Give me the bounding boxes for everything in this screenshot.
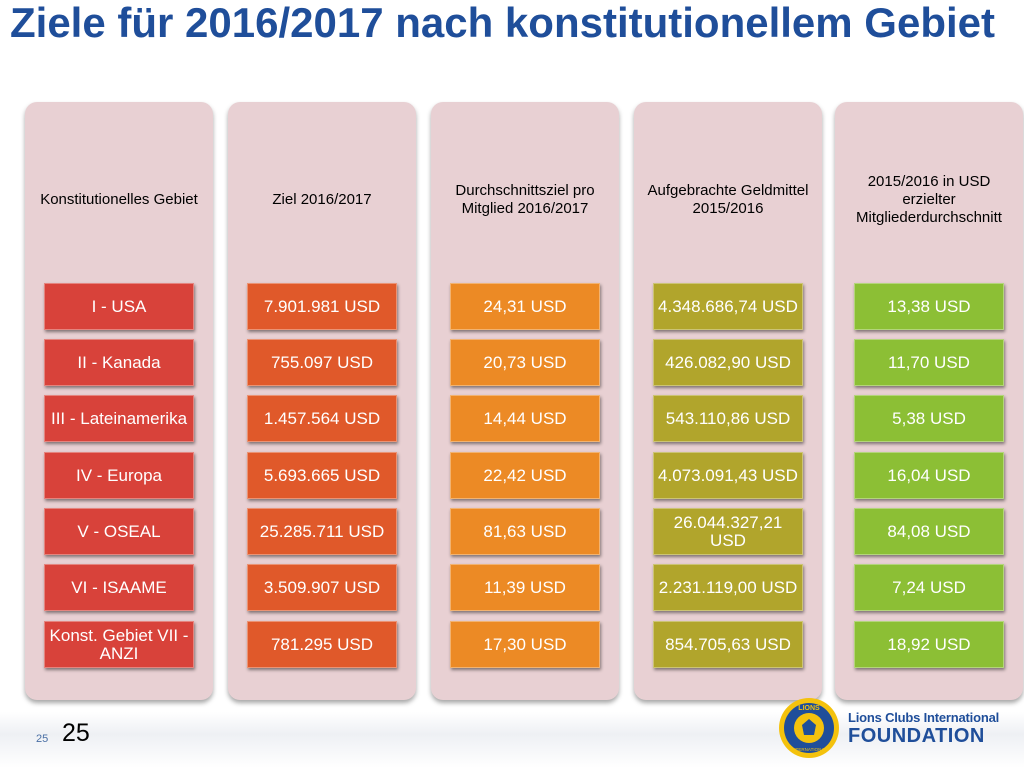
- column-raised: Aufgebrachte Geldmittel 2015/2016 4.348.…: [634, 102, 822, 700]
- member-average-cell: 18,92 USD: [854, 621, 1004, 668]
- column-header: 2015/2016 in USD erzielter Mitgliederdur…: [856, 172, 1002, 226]
- brand-line-2: FOUNDATION: [848, 725, 985, 747]
- region-cell: II - Kanada: [44, 339, 194, 386]
- region-cell: V - OSEAL: [44, 508, 194, 555]
- lions-logo-icon: LIONS INTERNATIONAL: [779, 698, 839, 758]
- raised-cell: 426.082,90 USD: [653, 339, 803, 386]
- member-average-cell: 11,70 USD: [854, 339, 1004, 386]
- goal-cell: 7.901.981 USD: [247, 283, 397, 330]
- avg-goal-cell: 14,44 USD: [450, 395, 600, 442]
- raised-cell: 26.044.327,21 USD: [653, 508, 803, 555]
- footer-band: [0, 712, 1024, 768]
- goal-cell: 25.285.711 USD: [247, 508, 397, 555]
- goal-cell: 755.097 USD: [247, 339, 397, 386]
- region-cell: I - USA: [44, 283, 194, 330]
- slide-title: Ziele für 2016/2017 nach konstitutionell…: [10, 0, 995, 46]
- column-avg-goal: Durchschnittsziel pro Mitglied 2016/2017…: [431, 102, 619, 700]
- avg-goal-cell: 22,42 USD: [450, 452, 600, 499]
- region-cell: III - Lateinamerika: [44, 395, 194, 442]
- goal-cell: 1.457.564 USD: [247, 395, 397, 442]
- logo-text-top: LIONS: [798, 705, 820, 712]
- member-average-cell: 5,38 USD: [854, 395, 1004, 442]
- raised-cell: 2.231.119,00 USD: [653, 564, 803, 611]
- member-average-cell: 13,38 USD: [854, 283, 1004, 330]
- member-average-cell: 84,08 USD: [854, 508, 1004, 555]
- raised-cell: 543.110,86 USD: [653, 395, 803, 442]
- region-cell: Konst. Gebiet VII - ANZI: [44, 621, 194, 668]
- goal-cell: 781.295 USD: [247, 621, 397, 668]
- avg-goal-cell: 11,39 USD: [450, 564, 600, 611]
- goal-cell: 5.693.665 USD: [247, 452, 397, 499]
- column-header: Konstitutionelles Gebiet: [40, 190, 198, 208]
- page-number-small: 25: [36, 733, 49, 745]
- raised-cell: 854.705,63 USD: [653, 621, 803, 668]
- column-header: Durchschnittsziel pro Mitglied 2016/2017: [455, 181, 595, 217]
- avg-goal-cell: 24,31 USD: [450, 283, 600, 330]
- region-cell: IV - Europa: [44, 452, 194, 499]
- raised-cell: 4.348.686,74 USD: [653, 283, 803, 330]
- avg-goal-cell: 17,30 USD: [450, 621, 600, 668]
- avg-goal-cell: 81,63 USD: [450, 508, 600, 555]
- column-header: Ziel 2016/2017: [272, 190, 372, 208]
- column-goal: Ziel 2016/2017 7.901.981 USD 755.097 USD…: [228, 102, 416, 700]
- member-average-cell: 16,04 USD: [854, 452, 1004, 499]
- goal-cell: 3.509.907 USD: [247, 564, 397, 611]
- column-region: Konstitutionelles Gebiet I - USA II - Ka…: [25, 102, 213, 700]
- logo-text-bottom: INTERNATIONAL: [791, 747, 827, 752]
- avg-goal-cell: 20,73 USD: [450, 339, 600, 386]
- column-header: Aufgebrachte Geldmittel 2015/2016: [647, 181, 809, 217]
- raised-cell: 4.073.091,43 USD: [653, 452, 803, 499]
- brand-line-1: Lions Clubs International: [848, 710, 1000, 725]
- region-cell: VI - ISAAME: [44, 564, 194, 611]
- page-number: 25: [62, 719, 90, 747]
- column-member-average: 2015/2016 in USD erzielter Mitgliederdur…: [835, 102, 1023, 700]
- member-average-cell: 7,24 USD: [854, 564, 1004, 611]
